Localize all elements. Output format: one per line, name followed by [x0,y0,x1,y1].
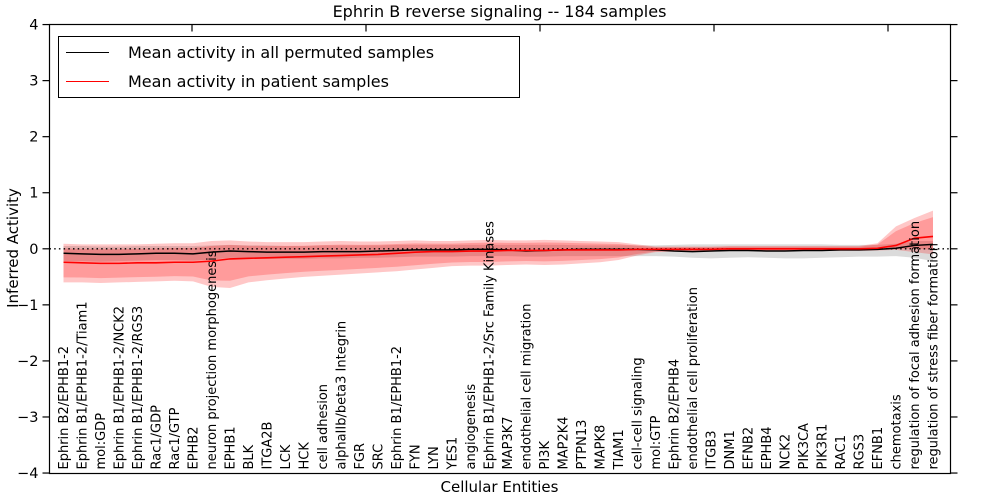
x-tick-label: Rac1/GTP [168,407,183,469]
permuted-mean-line [63,243,934,256]
x-tick-label: MAPK8 [594,425,609,470]
x-tick-label: alphaIIb/beta3 Integrin [335,321,350,470]
x-tick-label: mol:GDP [94,413,109,470]
x-tick-label: TIAM1 [612,429,627,470]
x-tick-label: RGS3 [853,434,868,470]
x-tick-label: cell adhesion [316,384,331,470]
y-tick-label: 2 [29,130,38,146]
x-tick-label: Ephrin B2/EPHB4 [668,359,683,470]
x-tick-label: ITGA2B [261,422,276,470]
legend-label-permuted: Mean activity in all permuted samples [128,43,435,62]
x-tick-label: PIK3CA [797,423,812,470]
x-tick-label: EFNB1 [871,427,886,470]
x-tick-label: SRC [372,444,387,470]
x-tick-label: Ephrin B1/EPHB1-2/RGS3 [131,306,146,470]
x-axis-label: Cellular Entities [440,478,559,496]
x-tick-label: PI3K [538,441,553,470]
legend: Mean activity in all permuted samples Me… [58,36,520,98]
legend-line-sample-red [66,81,109,82]
x-tick-label: Ephrin B2/EPHB1-2 [57,346,72,470]
x-tick-label: DNM1 [723,430,738,469]
y-axis-label: Inferred Activity [4,188,22,308]
x-tick-label: FGR [353,443,368,470]
x-tick-label: Ephrin B1/EPHB1-2 [390,346,405,470]
x-tick-label: PTPN13 [575,420,590,470]
x-tick-label: YES1 [446,437,461,471]
x-tick-label: LCK [279,444,294,469]
x-tick-label: ITGB3 [705,430,720,469]
x-tick-label: HCK [298,442,313,470]
patient-mean-line [63,235,934,265]
x-tick-label: MAP3K7 [501,416,516,469]
x-tick-label: regulation of stress fiber formation [927,243,942,470]
x-tick-label: endothelial cell proliferation [686,287,701,470]
x-tick-label: Rac1/GDP [150,405,165,470]
x-tick-label: neuron projection morphogenesis [205,250,220,469]
x-tick-label: EPHB1 [224,426,239,469]
x-tick-label: mol:GTP [649,415,664,469]
legend-line-sample-black [66,52,109,53]
x-tick-label: Ephrin B1/EPHB1-2/Src Family Kinases [483,221,498,470]
y-tick-label: 1 [29,186,38,202]
x-tick-label: EPHB2 [187,426,202,469]
x-tick-label: EFNB2 [742,427,757,470]
y-tick-label: −4 [17,466,38,482]
x-tick-label: endothelial cell migration [520,304,535,470]
chart-title: Ephrin B reverse signaling -- 184 sample… [332,2,667,21]
x-tick-label: FYN [409,444,424,469]
x-tick-label: angiogenesis [464,384,479,470]
y-tick-label: −1 [17,298,38,314]
x-tick-label: NCK2 [779,434,794,470]
x-tick-label: PIK3R1 [816,424,831,470]
y-tick-label: −2 [17,354,38,370]
y-tick-label: 4 [29,18,38,34]
legend-entry-permuted: Mean activity in all permuted samples [59,38,519,67]
y-tick-label: 3 [29,74,38,90]
x-tick-label: Ephrin B1/EPHB1-2/Tiam1 [76,301,91,469]
x-tick-label: chemotaxis [890,394,905,469]
x-tick-label: MAP2K4 [557,416,572,469]
legend-label-patient: Mean activity in patient samples [128,72,389,91]
x-tick-label: LYN [427,446,442,469]
legend-entry-patient: Mean activity in patient samples [59,67,519,96]
x-tick-label: cell-cell signaling [631,357,646,469]
x-tick-label: BLK [242,444,257,469]
y-tick-label: 0 [29,242,38,258]
x-tick-label: EPHB4 [760,426,775,469]
x-tick-label: Ephrin B1/EPHB1-2/NCK2 [113,306,128,470]
x-tick-label: RAC1 [834,435,849,470]
y-tick-label: −3 [17,410,38,426]
x-tick-label: regulation of focal adhesion formation [908,221,923,470]
